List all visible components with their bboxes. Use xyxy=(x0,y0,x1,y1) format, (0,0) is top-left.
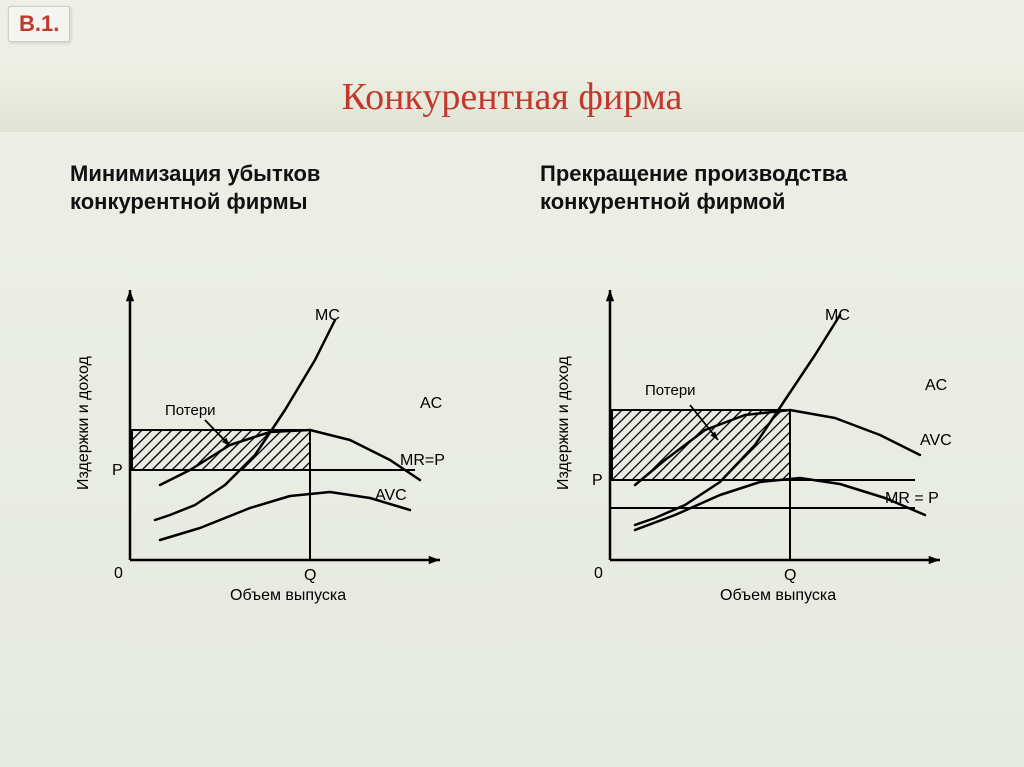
right-chart: MC AC AVC MR = P Потери Р 0 Q Объем выпуска Издер… xyxy=(540,260,980,620)
left-chart: MC AC AVC MR=P Потери Р 0 Q Объем выпуска Издержк… xyxy=(60,260,480,620)
right-chart-svg: MC AC AVC MR = P Потери Р 0 Q Объем выпуска Издер… xyxy=(540,260,980,620)
svg-text:Издержки и доход: Издержки и доход xyxy=(555,355,572,490)
svg-text:MR = P: MR = P xyxy=(885,490,939,507)
svg-text:Потери: Потери xyxy=(165,402,216,419)
svg-text:Q: Q xyxy=(784,567,796,584)
svg-text:AVC: AVC xyxy=(375,487,407,504)
left-chart-svg: MC AC AVC MR=P Потери Р 0 Q Объем выпуска Издержк… xyxy=(60,260,480,620)
svg-text:Издержки и доход: Издержки и доход xyxy=(75,355,92,490)
slide-title: Конкурентная фирма xyxy=(342,75,683,119)
svg-text:MC: MC xyxy=(315,307,340,324)
svg-text:AC: AC xyxy=(925,377,947,394)
svg-text:0: 0 xyxy=(594,565,603,582)
svg-text:MR=P: MR=P xyxy=(400,452,445,469)
svg-text:Объем выпуска: Объем выпуска xyxy=(230,587,346,604)
slide-tag: В.1. xyxy=(8,6,70,42)
svg-text:Р: Р xyxy=(112,462,123,479)
svg-text:MC: MC xyxy=(825,307,850,324)
svg-text:AVC: AVC xyxy=(920,432,952,449)
svg-text:Потери: Потери xyxy=(645,382,696,399)
title-band: Конкурентная фирма xyxy=(0,62,1024,132)
svg-text:AC: AC xyxy=(420,395,442,412)
right-subtitle: Прекращение производства конкурентной фи… xyxy=(540,160,960,215)
left-subtitle: Минимизация убытков конкурентной фирмы xyxy=(70,160,470,215)
svg-text:0: 0 xyxy=(114,565,123,582)
svg-text:Р: Р xyxy=(592,472,603,489)
svg-text:Q: Q xyxy=(304,567,316,584)
slide: В.1. Конкурентная фирма Минимизация убыт… xyxy=(0,0,1024,767)
svg-text:Объем выпуска: Объем выпуска xyxy=(720,587,836,604)
